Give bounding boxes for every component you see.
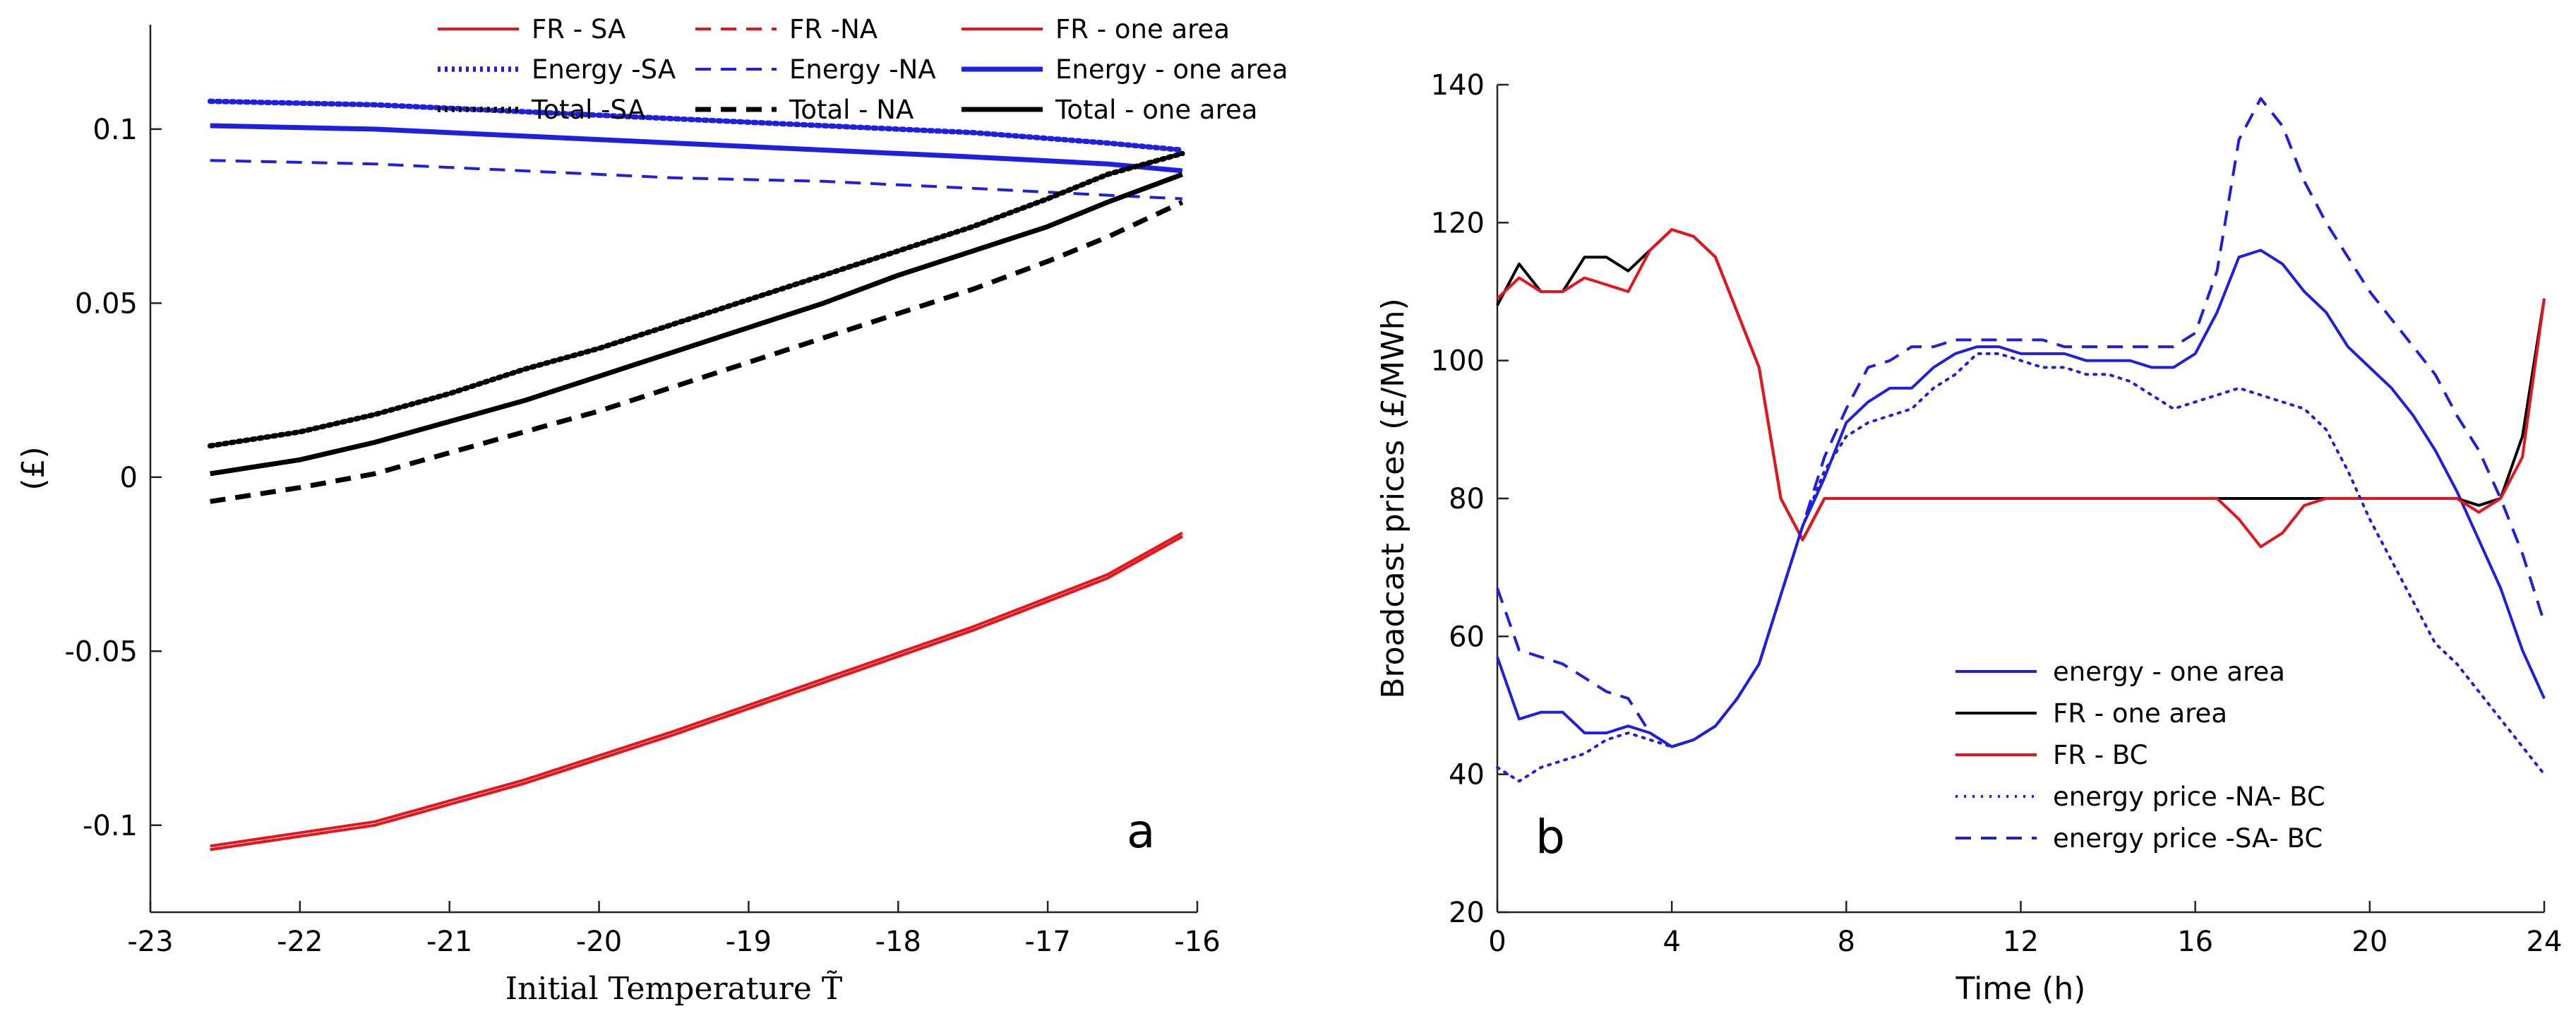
y-tick-label: 120 xyxy=(1431,207,1485,239)
x-axis-label: Time (h) xyxy=(1955,971,2086,1007)
x-tick-label: -18 xyxy=(875,926,921,958)
legend-label-3: Energy -SA xyxy=(532,54,676,85)
x-tick-label: 0 xyxy=(1488,926,1506,958)
legend-box xyxy=(1938,635,2425,861)
series-line-4 xyxy=(210,159,1182,201)
legend-label-3: energy price -NA- BC xyxy=(2053,782,2325,812)
legend-label-5: Energy - one area xyxy=(1055,54,1288,85)
series-line-3 xyxy=(207,98,1185,153)
series-line-0 xyxy=(210,534,1183,851)
series-line-1 xyxy=(210,534,1183,851)
legend-label-1: FR - one area xyxy=(2053,698,2227,729)
y-tick-label: -0.05 xyxy=(65,635,138,668)
y-tick-label: 140 xyxy=(1431,69,1485,102)
x-tick-label: -23 xyxy=(127,926,173,958)
series-line-8 xyxy=(210,172,1184,477)
y-tick-label: 0.1 xyxy=(92,114,138,146)
legend-label-7: Total - NA xyxy=(789,95,913,125)
legend-label-4: energy price -SA- BC xyxy=(2053,823,2323,854)
series-line-5 xyxy=(210,123,1183,174)
y-tick-label: 60 xyxy=(1449,621,1485,653)
legend-label-0: energy - one area xyxy=(2053,657,2285,687)
x-tick-label: 20 xyxy=(2352,926,2388,958)
legend-label-4: Energy -NA xyxy=(789,54,936,85)
series-line-2 xyxy=(1496,228,2546,549)
y-tick-label: 80 xyxy=(1449,483,1485,515)
x-tick-label: 24 xyxy=(2527,926,2563,958)
x-tick-label: -21 xyxy=(426,926,472,958)
series-line-0 xyxy=(1496,249,2546,748)
y-tick-label: 0.05 xyxy=(75,287,138,320)
y-axis-label: (£) xyxy=(16,446,52,490)
y-tick-label: 100 xyxy=(1431,345,1485,378)
series-line-7 xyxy=(210,200,1184,504)
panel-letter: b xyxy=(1535,810,1565,864)
legend: energy - one area FR - one area FR - BC ene… xyxy=(1938,635,2425,861)
x-tick-label: -16 xyxy=(1174,926,1220,958)
y-tick-label: 40 xyxy=(1449,759,1485,791)
x-tick-label: 4 xyxy=(1663,926,1680,958)
x-tick-label: 8 xyxy=(1838,926,1855,958)
x-tick-label: 12 xyxy=(2003,926,2039,958)
x-tick-label: -19 xyxy=(726,926,772,958)
series-line-4 xyxy=(1496,97,2546,748)
legend-label-2: FR - one area xyxy=(1055,14,1230,44)
legend-label-2: FR - BC xyxy=(2053,740,2147,770)
y-axis-label: Broadcast prices (£/MWh) xyxy=(1375,298,1411,698)
x-tick-label: -20 xyxy=(576,926,622,958)
panel-a: -23 -22 -21 -20 -19 -18 -17 -16 -0.1 -0.05 0 0.05 0.… xyxy=(16,14,1288,1007)
legend-label-0: FR - SA xyxy=(532,14,625,44)
y-tick-label: -0.1 xyxy=(83,810,138,842)
legend: FR - SA FR -NA FR - one area Energy -SA Ener… xyxy=(438,14,1288,125)
legend-label-6: Total -SA xyxy=(531,95,645,125)
series-line-2 xyxy=(210,531,1183,848)
x-tick-label: -17 xyxy=(1024,926,1070,958)
panel-letter: a xyxy=(1127,804,1155,859)
series-line-6 xyxy=(207,150,1185,449)
y-tick-label: 20 xyxy=(1449,897,1485,929)
x-tick-label: -22 xyxy=(277,926,323,958)
panel-b: 0 4 8 12 16 20 24 20 40 60 80 100 120 140 Time (h) Broa… xyxy=(1375,69,2562,1007)
y-tick-label: 0 xyxy=(120,462,138,494)
legend-label-1: FR -NA xyxy=(789,14,877,44)
x-tick-label: 16 xyxy=(2177,926,2213,958)
series-line-3 xyxy=(1496,352,2546,783)
legend-label-8: Total - one area xyxy=(1055,95,1257,125)
x-axis-label: Initial Temperature T̃ xyxy=(505,969,842,1007)
